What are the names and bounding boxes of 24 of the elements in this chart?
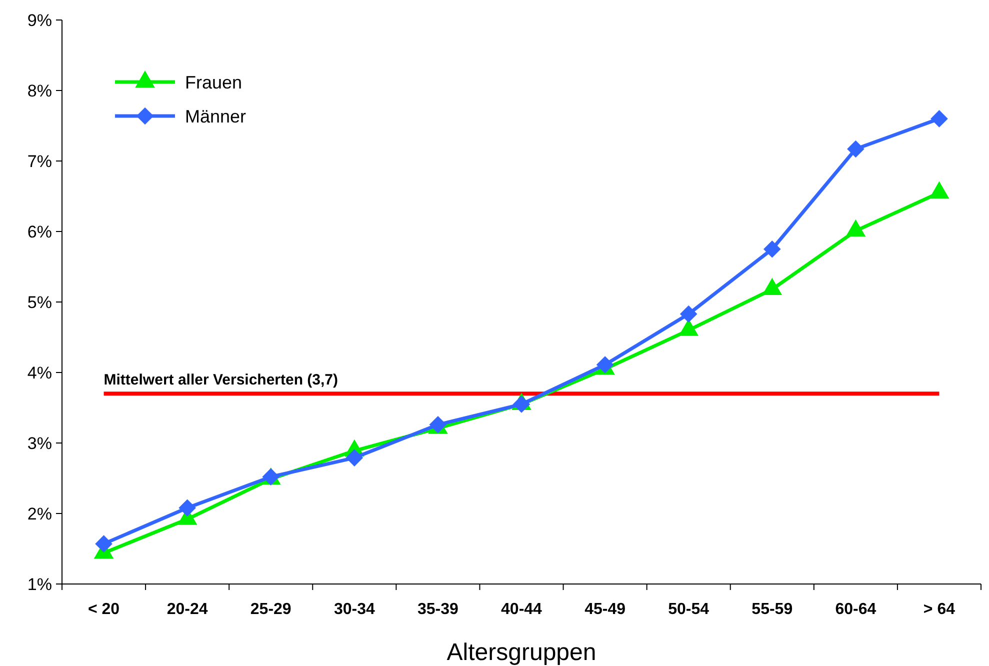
y-tick-label: 4%: [27, 363, 52, 382]
legend-label: Männer: [185, 106, 246, 126]
x-tick-label: 50-54: [668, 601, 710, 618]
x-axis-title: Altersgruppen: [446, 639, 596, 666]
x-tick-label: 60-64: [835, 601, 876, 618]
y-tick-label: 2%: [27, 504, 52, 524]
y-tick-label: 3%: [27, 434, 52, 453]
y-tick-label: 1%: [27, 574, 52, 594]
y-tick-label: 9%: [27, 10, 52, 30]
x-tick-label: 55-59: [752, 601, 793, 618]
y-tick-label: 5%: [27, 292, 52, 312]
x-tick-label: 45-49: [584, 601, 626, 618]
y-tick-label: 7%: [27, 152, 52, 171]
legend-label: Frauen: [185, 72, 242, 92]
x-tick-label: 30-34: [334, 601, 375, 618]
x-tick-label: > 64: [923, 601, 956, 618]
x-tick-label: 40-44: [501, 601, 542, 618]
x-tick-label: < 20: [88, 601, 120, 618]
y-tick-label: 6%: [27, 222, 52, 242]
x-tick-label: 35-39: [417, 601, 459, 618]
y-tick-label: 8%: [27, 81, 52, 100]
ref-line-label: Mittelwert aller Versicherten (3,7): [104, 372, 338, 389]
x-tick-label: 20-24: [166, 601, 208, 618]
x-tick-label: 25-29: [250, 601, 292, 618]
